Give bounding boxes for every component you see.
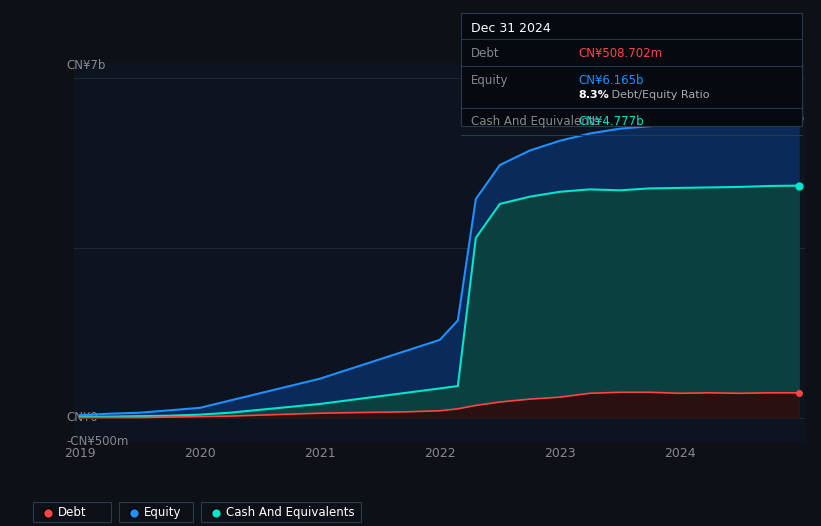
Text: 8.3%: 8.3% [578,90,608,100]
Text: Debt: Debt [471,47,500,60]
Text: Debt: Debt [57,507,86,519]
Text: -CN¥500m: -CN¥500m [67,436,129,448]
Text: Debt/Equity Ratio: Debt/Equity Ratio [608,90,709,100]
Text: CN¥6.165b: CN¥6.165b [578,74,644,87]
Text: CN¥4.777b: CN¥4.777b [578,115,644,128]
Text: CN¥0: CN¥0 [67,411,99,424]
Text: Cash And Equivalents: Cash And Equivalents [471,115,600,128]
Text: CN¥7b: CN¥7b [67,59,106,72]
Text: Equity: Equity [471,74,509,87]
Text: CN¥508.702m: CN¥508.702m [578,47,662,60]
Text: Cash And Equivalents: Cash And Equivalents [226,507,355,519]
Text: Equity: Equity [144,507,181,519]
Text: Dec 31 2024: Dec 31 2024 [471,22,551,35]
